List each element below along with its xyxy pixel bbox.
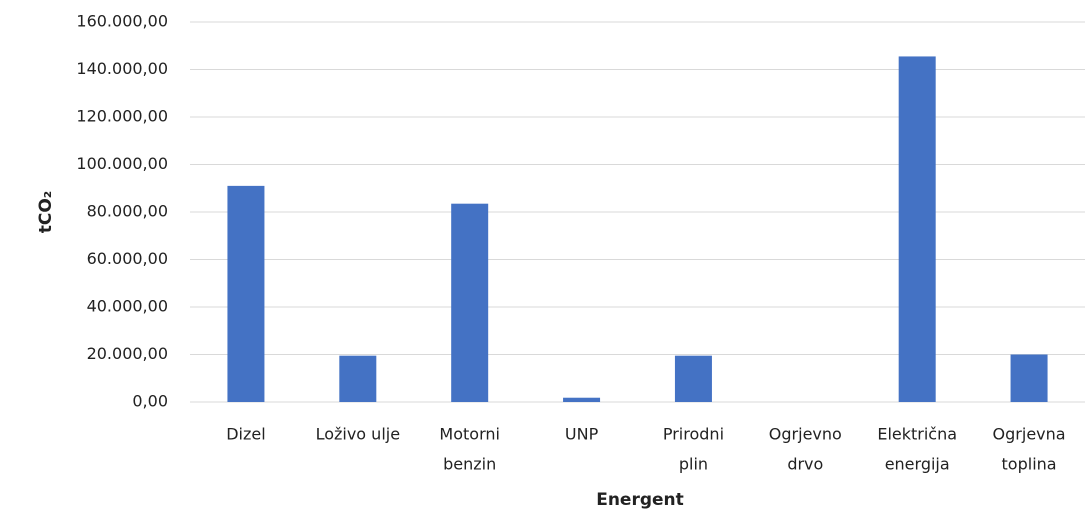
bar (227, 185, 265, 402)
x-tick-label: Motorni (439, 425, 500, 444)
x-tick-label: Ogrjevna (993, 425, 1066, 444)
x-tick-label: plin (679, 455, 708, 474)
y-tick-label: 120.000,00 (76, 107, 168, 126)
x-tick-label: drvo (787, 455, 823, 474)
y-tick-label: 60.000,00 (87, 249, 168, 268)
bar (1010, 354, 1048, 402)
y-tick-label: 0,00 (132, 392, 168, 411)
bar (898, 56, 936, 402)
x-tick-label: Ogrjevno (769, 425, 842, 444)
x-tick-label: benzin (443, 455, 496, 474)
x-axis-label: Energent (596, 490, 684, 510)
x-tick-label: Loživo ulje (316, 425, 400, 444)
y-tick-label: 20.000,00 (87, 344, 168, 363)
x-tick-label: UNP (565, 425, 599, 444)
y-tick-label: 80.000,00 (87, 202, 168, 221)
y-tick-label: 100.000,00 (76, 154, 168, 173)
y-tick-label: 160.000,00 (76, 12, 168, 31)
bar (674, 355, 712, 402)
x-tick-label: Dizel (226, 425, 265, 444)
bar (563, 397, 601, 402)
y-tick-label: 40.000,00 (87, 297, 168, 316)
bar (451, 203, 489, 402)
x-tick-label: energija (885, 455, 950, 474)
x-tick-label: Prirodni (663, 425, 724, 444)
x-tick-label: Električna (877, 425, 957, 444)
bar (339, 355, 377, 402)
x-tick-label: toplina (1002, 455, 1057, 474)
y-tick-label: 140.000,00 (76, 59, 168, 78)
y-axis-label: tCO₂ (36, 191, 56, 234)
